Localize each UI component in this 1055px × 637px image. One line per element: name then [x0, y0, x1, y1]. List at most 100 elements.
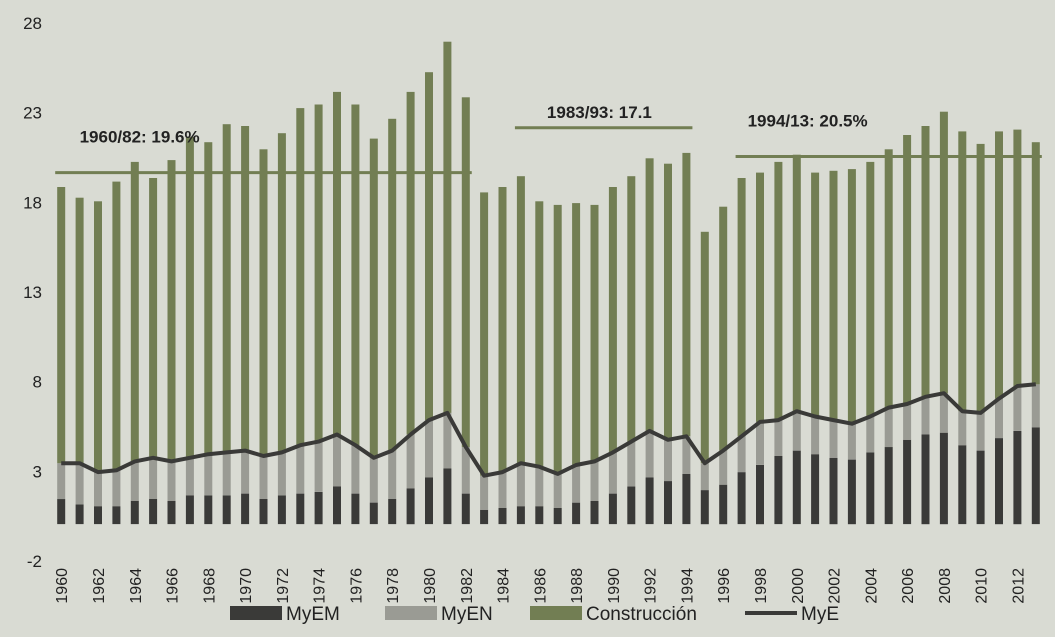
bar-myen-1981 [443, 412, 452, 469]
bar-construccin-1982 [461, 97, 470, 448]
bar-myen-1966 [167, 459, 176, 501]
bar-construccin-1980 [425, 72, 433, 421]
bar-myen-1998 [756, 421, 764, 465]
bar-construccin-1961 [75, 197, 84, 464]
bar-construccin-1967 [185, 136, 194, 458]
bar-construccin-2012 [1013, 129, 1022, 386]
x-tick-label: 2006 [900, 568, 917, 604]
x-tick-label: 2010 [974, 568, 991, 604]
bar-myen-2011 [995, 398, 1003, 439]
bar-construccin-1978 [388, 118, 397, 451]
bar-myen-1989 [590, 461, 599, 501]
bar-myem-2002 [829, 457, 838, 525]
bar-construccin-1977 [369, 138, 378, 458]
bar-myem-2010 [976, 450, 985, 525]
bar-myen-1970 [241, 450, 250, 494]
bar-myem-1990 [608, 493, 617, 525]
bar-construccin-1969 [222, 124, 231, 453]
bar-myem-1983 [480, 509, 489, 525]
bar-myem-1998 [756, 465, 764, 525]
x-tick-label: 1996 [716, 568, 733, 604]
x-tick-label: 2012 [1010, 568, 1027, 604]
bar-myen-1997 [737, 436, 746, 473]
bar-myem-1982 [461, 493, 470, 525]
bar-construccin-1963 [112, 181, 121, 471]
x-tick-label: 1988 [569, 568, 586, 604]
bar-construccin-1966 [167, 160, 176, 460]
bar-construccin-1962 [94, 201, 102, 473]
bar-myen-1974 [314, 441, 323, 492]
x-tick-label: 1984 [496, 568, 513, 604]
bar-construccin-1970 [241, 126, 250, 451]
bar-myem-1981 [443, 468, 452, 525]
bar-construccin-2006 [903, 135, 912, 404]
bar-construccin-1975 [333, 91, 341, 435]
bar-myen-1978 [388, 450, 397, 499]
bar-myen-2008 [939, 393, 948, 433]
bar-myen-2003 [847, 423, 856, 460]
bar-construccin-1984 [498, 187, 507, 473]
bar-construccin-2001 [811, 172, 820, 417]
bar-myem-1971 [259, 499, 268, 525]
bar-myem-2008 [939, 432, 948, 525]
x-tick-label: 1980 [422, 568, 439, 604]
bar-construccin-2002 [829, 170, 838, 421]
legend-swatch-myen [385, 606, 437, 620]
bar-myem-2001 [811, 454, 820, 525]
bar-myem-1995 [700, 490, 709, 525]
bar-construccin-2003 [847, 169, 856, 424]
bar-construccin-2004 [866, 161, 875, 417]
bar-myem-1965 [149, 499, 158, 525]
bar-construccin-2008 [939, 111, 948, 394]
annotation-label-3: 1994/13: 20.5% [748, 112, 868, 131]
bar-myen-1987 [553, 473, 562, 508]
bar-construccin-2011 [995, 131, 1003, 399]
bar-myen-1963 [112, 470, 121, 507]
bar-construccin-2009 [958, 131, 967, 412]
bar-myem-1985 [516, 506, 525, 525]
bar-construccin-1960 [57, 187, 66, 464]
bar-myem-1962 [94, 506, 102, 525]
bar-myen-2010 [976, 412, 985, 451]
bar-myem-1972 [277, 495, 286, 525]
bar-myem-1977 [369, 502, 378, 525]
legend-label-construccin: Construcción [586, 604, 697, 625]
bar-myen-2013 [1031, 384, 1040, 428]
bar-construccin-1988 [572, 203, 581, 465]
bar-myen-2012 [1013, 386, 1022, 431]
bar-myem-1975 [333, 486, 341, 525]
bar-construccin-1990 [608, 187, 617, 453]
bar-myen-2009 [958, 411, 967, 446]
x-tick-label: 1974 [312, 568, 329, 604]
bar-myem-1979 [406, 488, 415, 525]
x-tick-label: 1986 [532, 568, 549, 604]
x-tick-label: 1964 [128, 568, 145, 604]
bar-construccin-1983 [480, 192, 489, 476]
x-tick-label: 1960 [54, 568, 71, 604]
y-tick-label: 8 [33, 373, 42, 392]
bar-myen-1976 [351, 445, 360, 494]
x-tick-label: 1962 [91, 568, 108, 604]
bar-construccin-2007 [921, 126, 930, 397]
bar-myen-1960 [57, 463, 66, 500]
bar-myem-1963 [112, 506, 121, 525]
bar-myen-1982 [461, 447, 470, 494]
legend-label-myen: MyEN [441, 604, 493, 625]
x-tick-label: 1976 [348, 568, 365, 604]
bar-construccin-1992 [645, 158, 654, 431]
bar-construccin-1999 [774, 161, 783, 421]
bar-myem-1988 [572, 502, 581, 525]
bar-myen-1964 [130, 461, 139, 501]
x-tick-label: 2008 [937, 568, 954, 604]
bar-construccin-2013 [1031, 142, 1040, 385]
legend-swatch-myem [230, 606, 282, 620]
bar-myem-1973 [296, 493, 305, 525]
x-tick-label: 2002 [827, 568, 844, 604]
bar-myen-1969 [222, 452, 231, 496]
bar-myem-1999 [774, 456, 783, 525]
bar-myen-1996 [719, 450, 728, 485]
bar-myen-2001 [811, 416, 820, 455]
x-tick-label: 1998 [753, 568, 770, 604]
bar-myem-2006 [903, 439, 912, 525]
bar-myem-1994 [682, 473, 691, 525]
